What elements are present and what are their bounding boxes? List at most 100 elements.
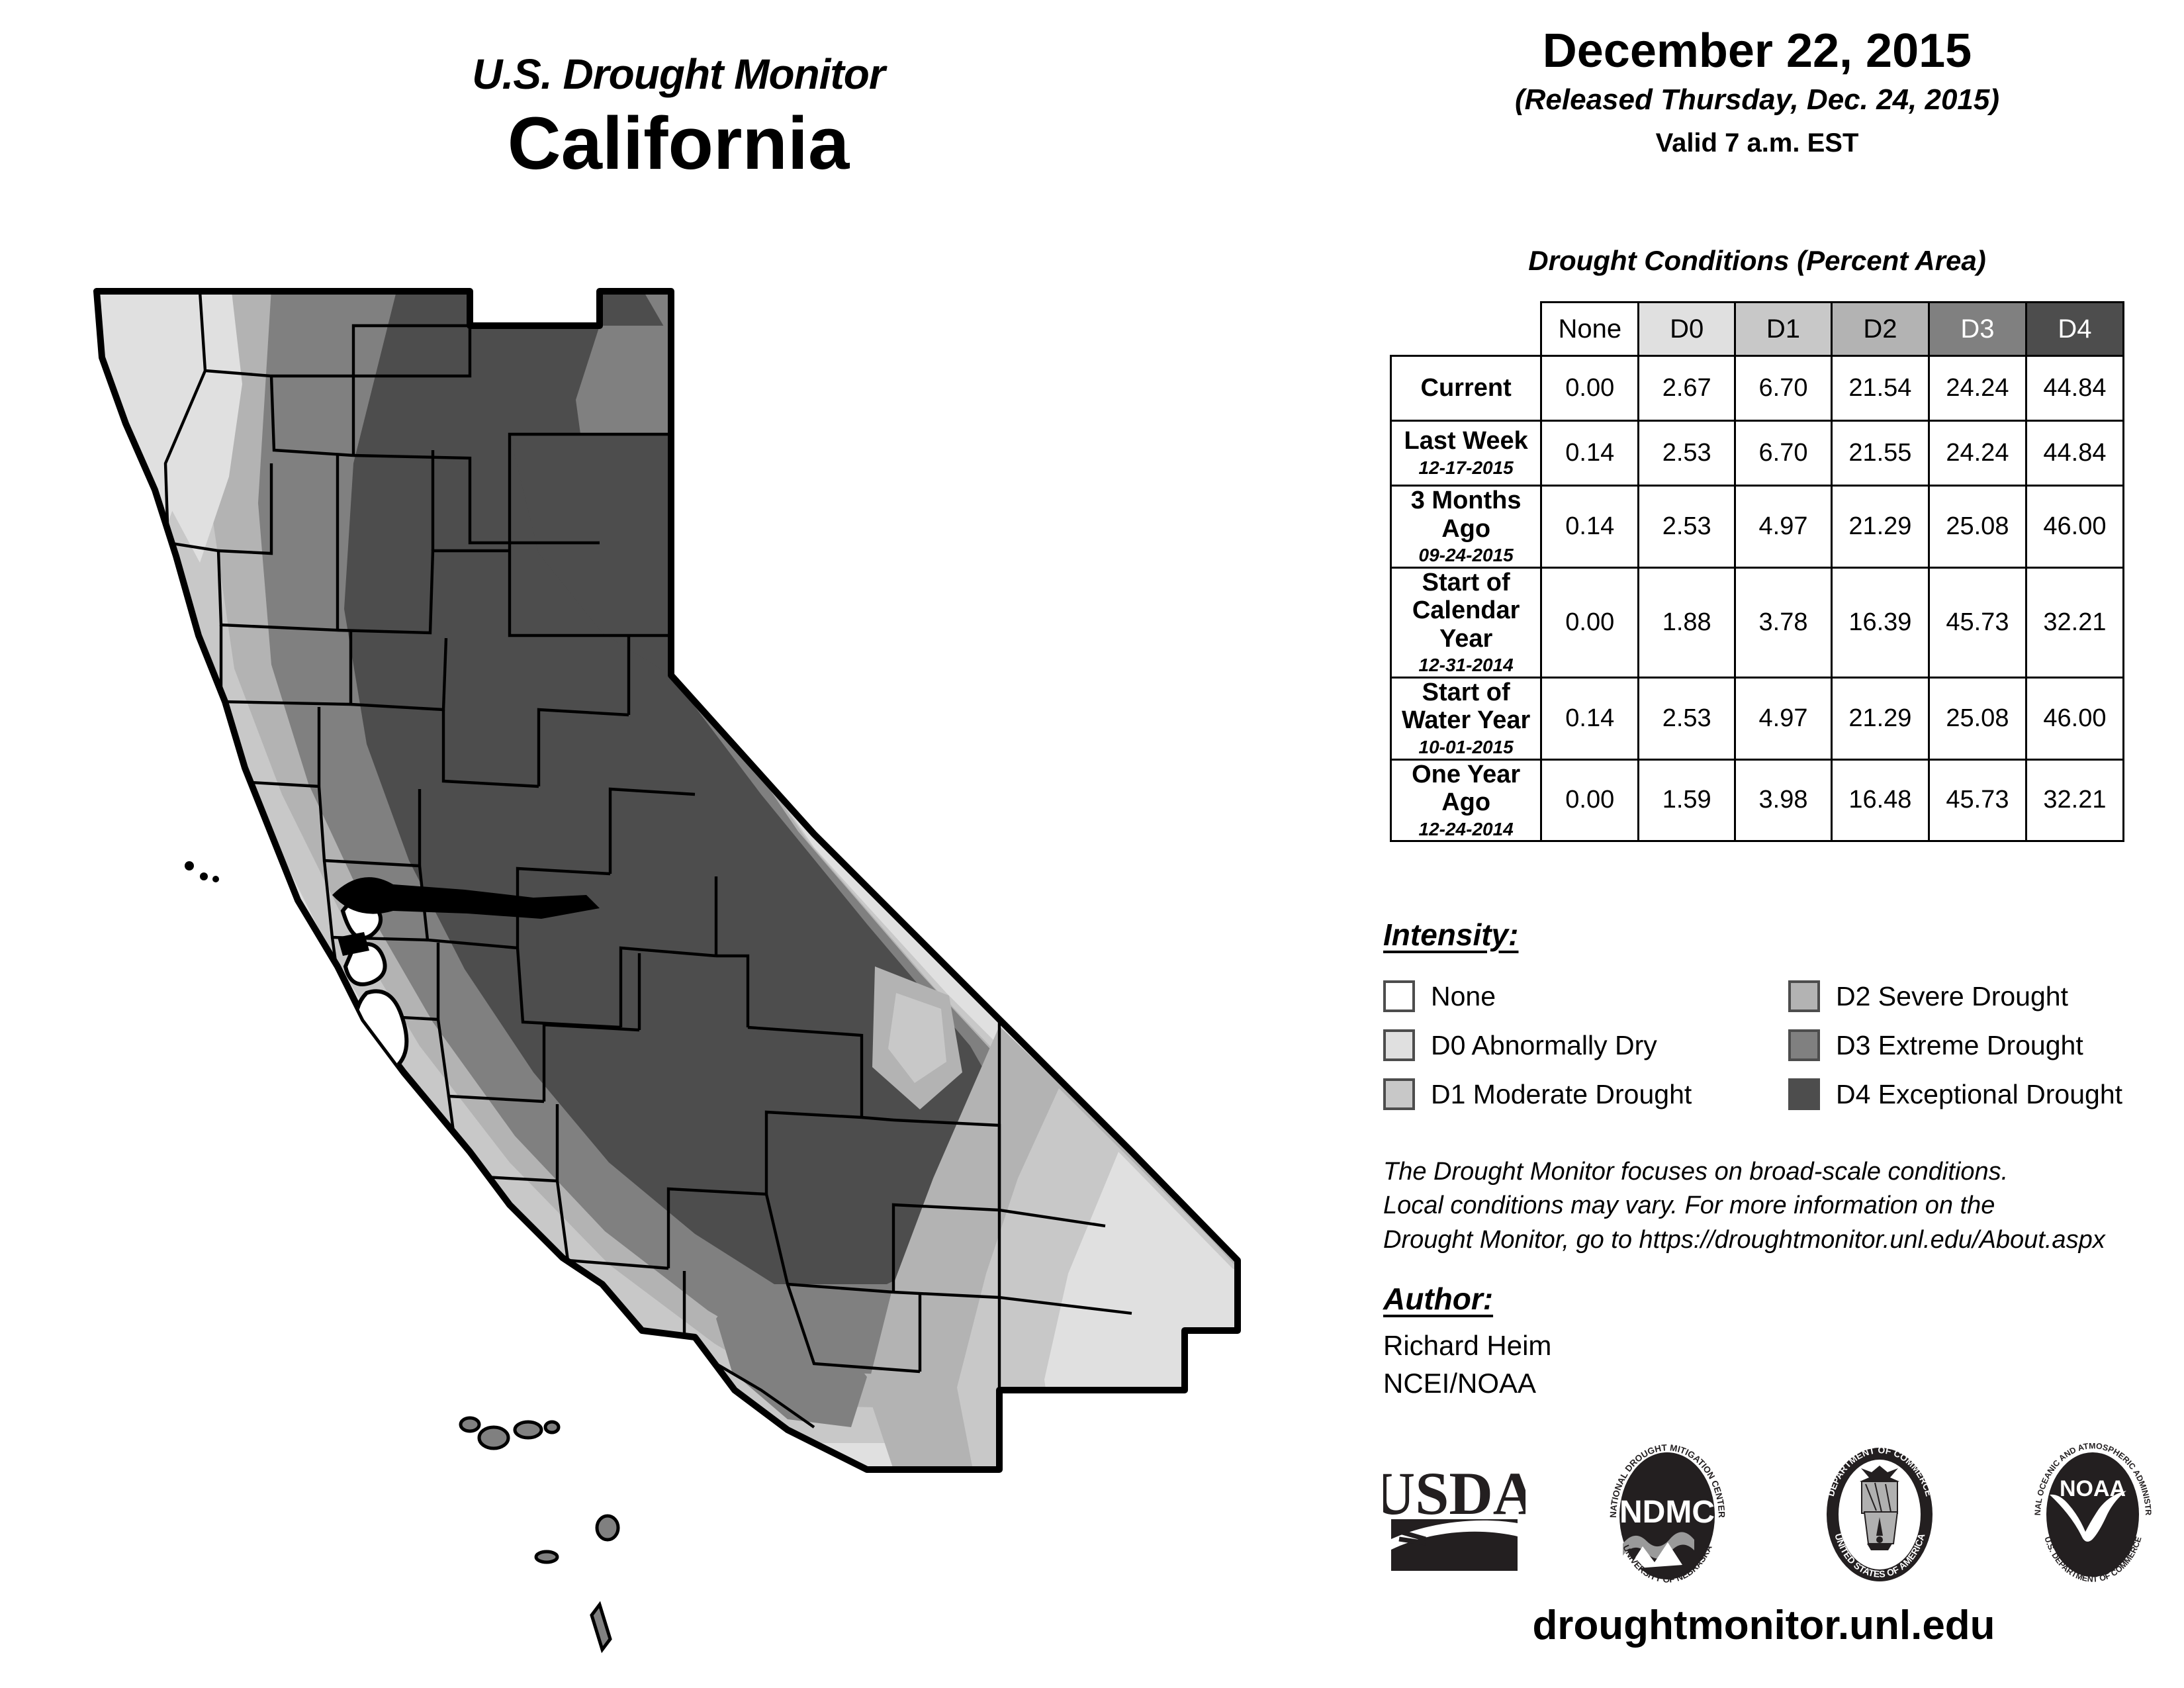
row-label: Start of Water Year 10-01-2015 xyxy=(1389,676,1543,761)
row-label: Last Week 12-17-2015 xyxy=(1389,420,1543,487)
author-affiliation: NCEI/NOAA xyxy=(1383,1367,1537,1399)
legend-item-d1: D1 Moderate Drought xyxy=(1383,1078,1788,1110)
cell-d3: 45.73 xyxy=(1927,566,2027,679)
release-date: (Released Thursday, Dec. 24, 2015) xyxy=(1514,83,2000,116)
logo-row: USDA NDMC NATIONAL DROUGHT MITIGATION CE… xyxy=(1383,1443,2164,1585)
author-block: Richard Heim NCEI/NOAA xyxy=(1383,1327,1551,1402)
legend-label: D1 Moderate Drought xyxy=(1431,1078,1692,1109)
legend-label: D3 Extreme Drought xyxy=(1836,1029,2083,1060)
header-block: December 22, 2015 (Released Thursday, De… xyxy=(1357,26,2158,158)
cell-none: 0.14 xyxy=(1540,485,1640,569)
valid-time: Valid 7 a.m. EST xyxy=(1655,128,1859,158)
cell-d4: 44.84 xyxy=(2025,355,2125,422)
cell-d2: 16.39 xyxy=(1830,566,1930,679)
cell-d1: 4.97 xyxy=(1734,676,1833,761)
row-label: 3 Months Ago 09-24-2015 xyxy=(1389,485,1543,569)
legend-label: D0 Abnormally Dry xyxy=(1431,1029,1657,1060)
column-header-none: None xyxy=(1540,301,1640,357)
svg-text:USDA: USDA xyxy=(1383,1460,1525,1527)
cell-none: 0.00 xyxy=(1540,566,1640,679)
table-row: Current 0.00 2.67 6.70 21.54 24.24 44.84 xyxy=(1389,355,2125,422)
column-header-d1: D1 xyxy=(1734,301,1833,357)
page-title: U.S. Drought Monitor xyxy=(472,50,885,98)
row-label: Start of Calendar Year 12-31-2014 xyxy=(1389,566,1543,679)
cell-d4: 46.00 xyxy=(2025,676,2125,761)
cell-d1: 6.70 xyxy=(1734,420,1833,487)
legend-label: D4 Exceptional Drought xyxy=(1836,1078,2123,1109)
row-sublabel-date: 12-17-2015 xyxy=(1418,457,1514,478)
cell-d0: 2.53 xyxy=(1637,420,1737,487)
svg-text:NDMC: NDMC xyxy=(1619,1495,1715,1530)
intensity-legend: None D2 Severe Drought D0 Abnormally Dry D3… xyxy=(1383,972,2158,1119)
noaa-logo: NOAA NATIONAL OCEANIC AND ATMOSPHERIC AD… xyxy=(2022,1443,2164,1585)
disclaimer-line-2: Local conditions may vary. For more info… xyxy=(1383,1192,1995,1220)
legend-item-d0: D0 Abnormally Dry xyxy=(1383,1029,1788,1061)
row-sublabel-date: 12-24-2014 xyxy=(1418,818,1514,839)
svg-text:NOAA: NOAA xyxy=(2060,1476,2126,1501)
cell-d3: 25.08 xyxy=(1927,485,2027,569)
cell-d2: 21.55 xyxy=(1830,420,1930,487)
cell-none: 0.00 xyxy=(1540,758,1640,843)
cell-d1: 6.70 xyxy=(1734,355,1833,422)
table-row: 3 Months Ago 09-24-2015 0.14 2.53 4.97 21.29 2… xyxy=(1389,485,2125,569)
cell-d0: 2.53 xyxy=(1637,485,1737,569)
map-date: December 22, 2015 xyxy=(1542,24,1972,77)
cell-d4: 32.21 xyxy=(2025,758,2125,843)
cell-d0: 2.67 xyxy=(1637,355,1737,422)
table-row: Start of Water Year 10-01-2015 0.14 2.53 4.97… xyxy=(1389,676,2125,761)
legend-swatch-d1 xyxy=(1383,1078,1415,1110)
cell-d1: 3.98 xyxy=(1734,758,1833,843)
cell-none: 0.14 xyxy=(1540,420,1640,487)
cell-d1: 3.78 xyxy=(1734,566,1833,679)
table-header-row: None D0 D1 D2 D3 D4 xyxy=(1390,301,2125,357)
usda-logo: USDA xyxy=(1383,1453,1525,1575)
row-sublabel-date: 09-24-2015 xyxy=(1418,545,1514,566)
row-sublabel-date: 10-01-2015 xyxy=(1418,737,1514,758)
table-body: Current 0.00 2.67 6.70 21.54 24.24 44.84 Last W… xyxy=(1389,355,2125,843)
column-header-d4: D4 xyxy=(2025,301,2125,357)
cell-d3: 45.73 xyxy=(1927,758,2027,843)
cell-none: 0.14 xyxy=(1540,676,1640,761)
state-title: California xyxy=(507,102,850,185)
cell-d3: 24.24 xyxy=(1927,355,2027,422)
legend-swatch-d2 xyxy=(1788,980,1820,1012)
cell-d4: 44.84 xyxy=(2025,420,2125,487)
svg-text:★: ★ xyxy=(1905,1511,1913,1521)
cell-d2: 16.48 xyxy=(1830,758,1930,843)
disclaimer-line-3: Drought Monitor, go to https://droughtmo… xyxy=(1383,1225,2105,1254)
cell-d0: 1.88 xyxy=(1637,566,1737,679)
author-heading: Author: xyxy=(1383,1282,1494,1316)
disclaimer-text: The Drought Monitor focuses on broad-sca… xyxy=(1383,1155,2164,1257)
column-header-d0: D0 xyxy=(1637,301,1737,357)
table-row: Last Week 12-17-2015 0.14 2.53 6.70 21.55 24.2… xyxy=(1389,420,2125,487)
legend-swatch-d4 xyxy=(1788,1078,1820,1110)
cell-d3: 24.24 xyxy=(1927,420,2027,487)
row-sublabel-date: 12-31-2014 xyxy=(1418,655,1514,676)
legend-swatch-d3 xyxy=(1788,1029,1820,1061)
column-header-d3: D3 xyxy=(1927,301,2027,357)
cell-none: 0.00 xyxy=(1540,355,1640,422)
drought-conditions-table: None D0 D1 D2 D3 D4 Current 0.00 2.67 6.70 21.54 2… xyxy=(1389,301,2125,843)
legend-item-none: None xyxy=(1383,980,1788,1012)
legend-item-d2: D2 Severe Drought xyxy=(1788,980,2158,1012)
cell-d2: 21.29 xyxy=(1830,485,1930,569)
author-name: Richard Heim xyxy=(1383,1330,1552,1361)
legend-item-d4: D4 Exceptional Drought xyxy=(1788,1078,2158,1110)
doc-logo: DEPARTMENT OF COMMERCE UNITED STATES OF … xyxy=(1809,1443,1951,1585)
table-row: Start of Calendar Year 12-31-2014 0.00 1.88 3… xyxy=(1389,566,2125,679)
column-header-d2: D2 xyxy=(1830,301,1930,357)
cell-d4: 46.00 xyxy=(2025,485,2125,569)
cell-d0: 2.53 xyxy=(1637,676,1737,761)
table-caption: Drought Conditions (Percent Area) xyxy=(1528,245,1986,276)
table-row: One Year Ago 12-24-2014 0.00 1.59 3.98 16.48 4… xyxy=(1389,758,2125,843)
row-label: One Year Ago 12-24-2014 xyxy=(1389,758,1543,843)
cell-d4: 32.21 xyxy=(2025,566,2125,679)
site-url: droughtmonitor.unl.edu xyxy=(1532,1603,1995,1648)
cell-d2: 21.54 xyxy=(1830,355,1930,422)
cell-d3: 25.08 xyxy=(1927,676,2027,761)
legend-swatch-none xyxy=(1383,980,1415,1012)
row-label: Current xyxy=(1389,355,1543,422)
cell-d1: 4.97 xyxy=(1734,485,1833,569)
disclaimer-line-1: The Drought Monitor focuses on broad-sca… xyxy=(1383,1158,2009,1186)
legend-swatch-d0 xyxy=(1383,1029,1415,1061)
